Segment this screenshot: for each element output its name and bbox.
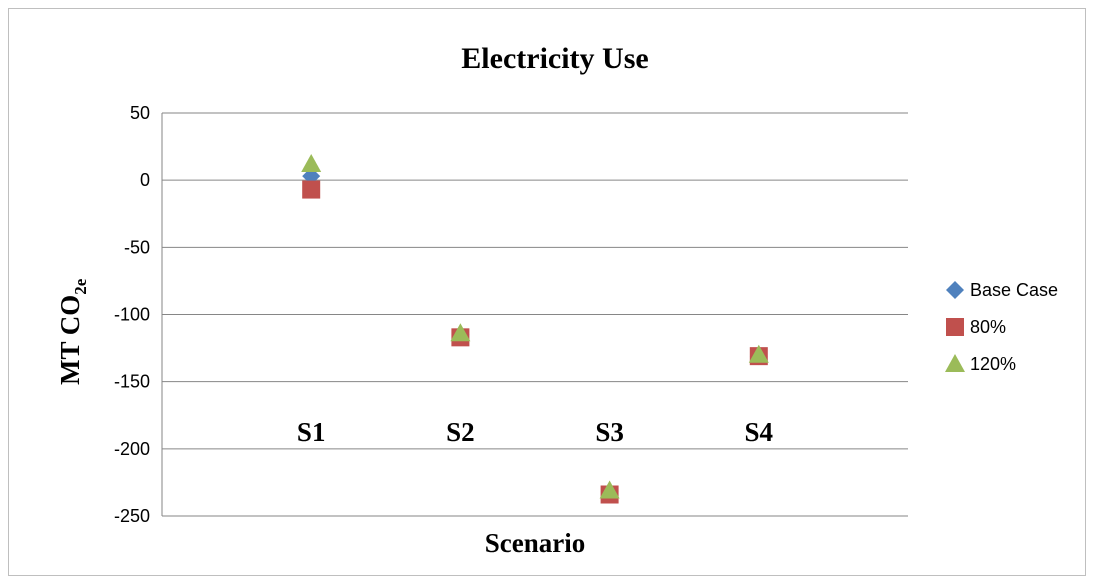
data-point [301,154,322,173]
data-point [599,480,620,499]
y-tick-label: -250 [114,506,150,526]
data-point [748,344,769,363]
y-tick-label: 0 [140,170,150,190]
category-labels: S1 S2 S3 S4 [297,417,773,447]
category-label: S2 [446,417,475,447]
legend-marker [946,318,964,336]
chart-title: Electricity Use [461,42,648,75]
gridlines [162,112,908,517]
chart-frame [8,8,1086,576]
data-point [302,180,321,199]
y-tick-label: -200 [114,439,150,459]
data-points [301,154,769,504]
legend-marker [945,354,965,372]
y-axis-label-main: MT CO [55,295,85,385]
y-axis-label-subscript: 2e [71,278,90,295]
legend-label: Base Case [970,280,1058,300]
category-label: S3 [595,417,624,447]
y-tick-label: -100 [114,305,150,325]
y-tick-label: -150 [114,372,150,392]
legend-marker [946,281,964,299]
y-tick-label: -50 [124,237,150,257]
legend: Base Case 80% 120% [945,280,1058,374]
data-point [450,323,471,342]
category-label: S4 [745,417,774,447]
y-tick-label: 50 [130,103,150,123]
category-label: S1 [297,417,326,447]
legend-label: 120% [970,354,1016,374]
y-axis-label: MT CO2e [55,278,90,385]
legend-label: 80% [970,317,1006,337]
x-axis-label: Scenario [485,528,586,558]
y-tick-labels: 50 0 -50 -100 -150 -200 -250 [114,103,150,526]
